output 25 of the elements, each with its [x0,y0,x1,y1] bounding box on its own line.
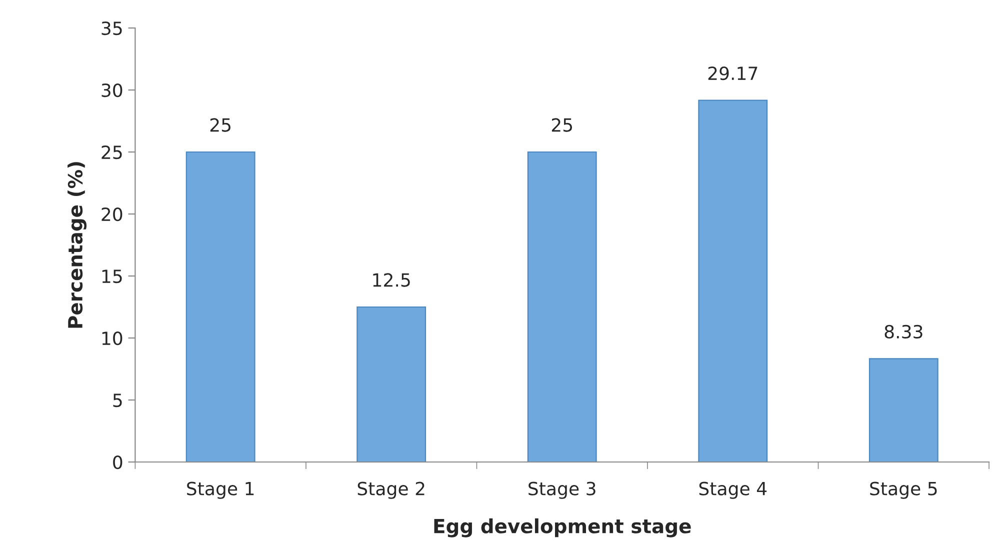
x-axis-title: Egg development stage [434,518,691,538]
bar [527,151,597,462]
bar [186,151,256,462]
data-label: 12.5 [373,273,410,287]
data-label: 25 [210,118,230,132]
data-label: 8.33 [884,324,922,339]
bar [356,306,426,462]
bar [698,100,768,462]
x-tick-label: Stage 5 [870,482,937,499]
data-label: 25 [552,118,572,132]
y-tick-label: 0 [113,455,122,470]
y-tick-label: 5 [113,394,122,408]
x-tick-label: Stage 4 [699,482,767,499]
x-tick-label: Stage 3 [528,482,596,499]
y-tick-label: 30 [102,83,122,98]
y-tick-label: 15 [102,270,122,284]
y-tick-label: 10 [102,331,122,346]
x-tick-label: Stage 1 [187,482,254,499]
y-tick-label: 35 [102,21,122,36]
y-axis-title: Percentage (%) [68,162,87,328]
y-tick-label: 20 [102,207,122,222]
x-tick-label: Stage 2 [358,482,424,499]
bar [868,358,938,462]
y-tick-label: 25 [102,145,122,160]
data-label: 29.17 [708,66,758,80]
